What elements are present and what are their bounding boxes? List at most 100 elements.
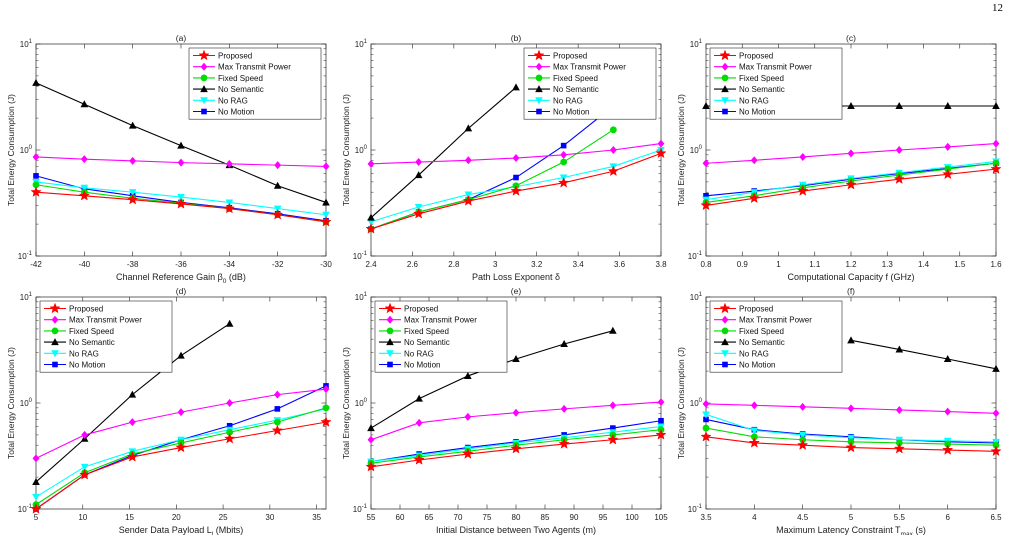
legend-label: Max Transmit Power [69, 316, 142, 325]
legend-item-fixed-speed: Fixed Speed [44, 327, 114, 336]
point-no-semantic [943, 355, 952, 363]
legend-label: Max Transmit Power [739, 316, 812, 325]
legend-marker [719, 302, 731, 314]
point-proposed [893, 442, 905, 454]
legend-marker [719, 49, 731, 61]
legend-label: Proposed [553, 52, 587, 61]
point-max-transmit-power [702, 399, 710, 408]
legend-box [709, 300, 843, 373]
point-max-transmit-power [415, 418, 423, 427]
x-tick-label: 2.4 [365, 260, 377, 269]
legend-marker [721, 85, 729, 93]
point-proposed [30, 503, 42, 514]
series-no-semantic [847, 336, 1000, 372]
point-no-rag [177, 194, 185, 202]
legend-item-no-rag: No RAG [193, 96, 248, 105]
point-no-rag [80, 184, 89, 192]
legend-label: Proposed [218, 52, 252, 61]
point-proposed [462, 448, 474, 459]
legend-label: No RAG [553, 96, 583, 105]
legend-marker [200, 97, 208, 105]
legend-label: No RAG [739, 96, 769, 105]
legend-label: Fixed Speed [218, 74, 263, 83]
legend-item-proposed: Proposed [379, 302, 438, 314]
y-tick-label: 100 [20, 398, 33, 408]
legend-label: No Motion [553, 108, 589, 117]
y-tick-label: 10-1 [18, 251, 33, 261]
point-no-motion [226, 422, 233, 429]
legend-label: Max Transmit Power [218, 63, 291, 72]
x-tick-label: 15 [125, 513, 134, 522]
point-max-transmit-power [992, 139, 1000, 148]
point-no-semantic [32, 78, 40, 86]
x-tick-label: -30 [320, 260, 332, 269]
point-proposed [845, 441, 857, 453]
x-tick-label: 1.6 [990, 260, 1002, 269]
legend-label: Fixed Speed [404, 327, 449, 336]
x-axis-label: Sender Data Payload Ll (Mbits) [119, 525, 244, 535]
legend-marker [198, 49, 210, 61]
legend-item-no-rag: No RAG [714, 349, 769, 358]
x-tick-label: 4.5 [797, 513, 809, 522]
chart-e: 10-1 100 101 55 60 65 70 75 80 85 90 95 100 105 (e) Ini… [341, 286, 668, 535]
series-max-transmit-power [367, 139, 665, 168]
point-proposed [224, 432, 236, 444]
legend-item-fixed-speed: Fixed Speed [193, 74, 263, 83]
point-proposed [175, 198, 187, 209]
x-tick-label: 60 [396, 513, 405, 522]
point-fixed-speed [992, 441, 1000, 449]
legend-item-no-semantic: No Semantic [193, 85, 264, 94]
legend-marker [386, 350, 394, 358]
x-tick-label: 6 [945, 513, 950, 522]
point-max-transmit-power [128, 418, 136, 427]
legend-item-no-motion: No Motion [44, 361, 105, 370]
x-tick-label: 2.8 [448, 260, 460, 269]
x-tick-label: 0.8 [700, 260, 712, 269]
point-max-transmit-power [177, 158, 185, 167]
x-tick-label: 105 [654, 513, 668, 522]
x-tick-label: -36 [175, 260, 187, 269]
point-proposed [655, 429, 667, 440]
point-no-semantic [225, 319, 234, 327]
legend-label: Proposed [404, 305, 438, 314]
x-tick-label: 85 [541, 513, 550, 522]
x-tick-label: 1.2 [845, 260, 857, 269]
y-axis-label: Total Energy Consumption (J) [676, 347, 686, 459]
line-fixed-speed [370, 129, 614, 230]
line-no-semantic [850, 339, 997, 370]
x-tick-label: 2.6 [407, 260, 419, 269]
y-axis-label: Total Energy Consumption (J) [341, 94, 351, 206]
point-proposed [272, 208, 284, 220]
point-max-transmit-power [895, 146, 903, 154]
point-proposed [413, 454, 425, 465]
legend-item-no-semantic: No Semantic [714, 85, 785, 94]
legend-label: No Motion [739, 108, 775, 117]
legend-marker [535, 62, 543, 71]
x-tick-label: 1.4 [918, 260, 930, 269]
point-no-rag [128, 189, 137, 197]
point-max-transmit-power [322, 385, 330, 394]
point-no-semantic [32, 477, 40, 485]
legend-marker [200, 85, 208, 93]
legend-label: No RAG [69, 349, 99, 358]
point-proposed [320, 416, 332, 427]
point-proposed [893, 173, 905, 185]
legend-item-max-transmit-power: Max Transmit Power [714, 63, 812, 72]
legend-label: Fixed Speed [553, 74, 598, 83]
point-no-semantic [177, 141, 185, 149]
legend-marker [536, 108, 542, 115]
legend-item-fixed-speed: Fixed Speed [714, 327, 784, 336]
point-proposed [78, 189, 90, 201]
y-axis-label: Total Energy Consumption (J) [341, 347, 351, 459]
legend-item-fixed-speed: Fixed Speed [714, 74, 784, 83]
legend-item-proposed: Proposed [714, 302, 773, 314]
y-tick-label: 10-1 [688, 251, 703, 261]
x-tick-label: 3.8 [655, 260, 667, 269]
x-tick-label: -42 [30, 260, 42, 269]
x-tick-label: 80 [512, 513, 521, 522]
legend-item-no-semantic: No Semantic [44, 338, 115, 347]
point-no-rag [464, 191, 473, 199]
point-proposed [126, 451, 138, 462]
legend-label: Max Transmit Power [553, 63, 626, 72]
series-max-transmit-power [367, 398, 665, 444]
